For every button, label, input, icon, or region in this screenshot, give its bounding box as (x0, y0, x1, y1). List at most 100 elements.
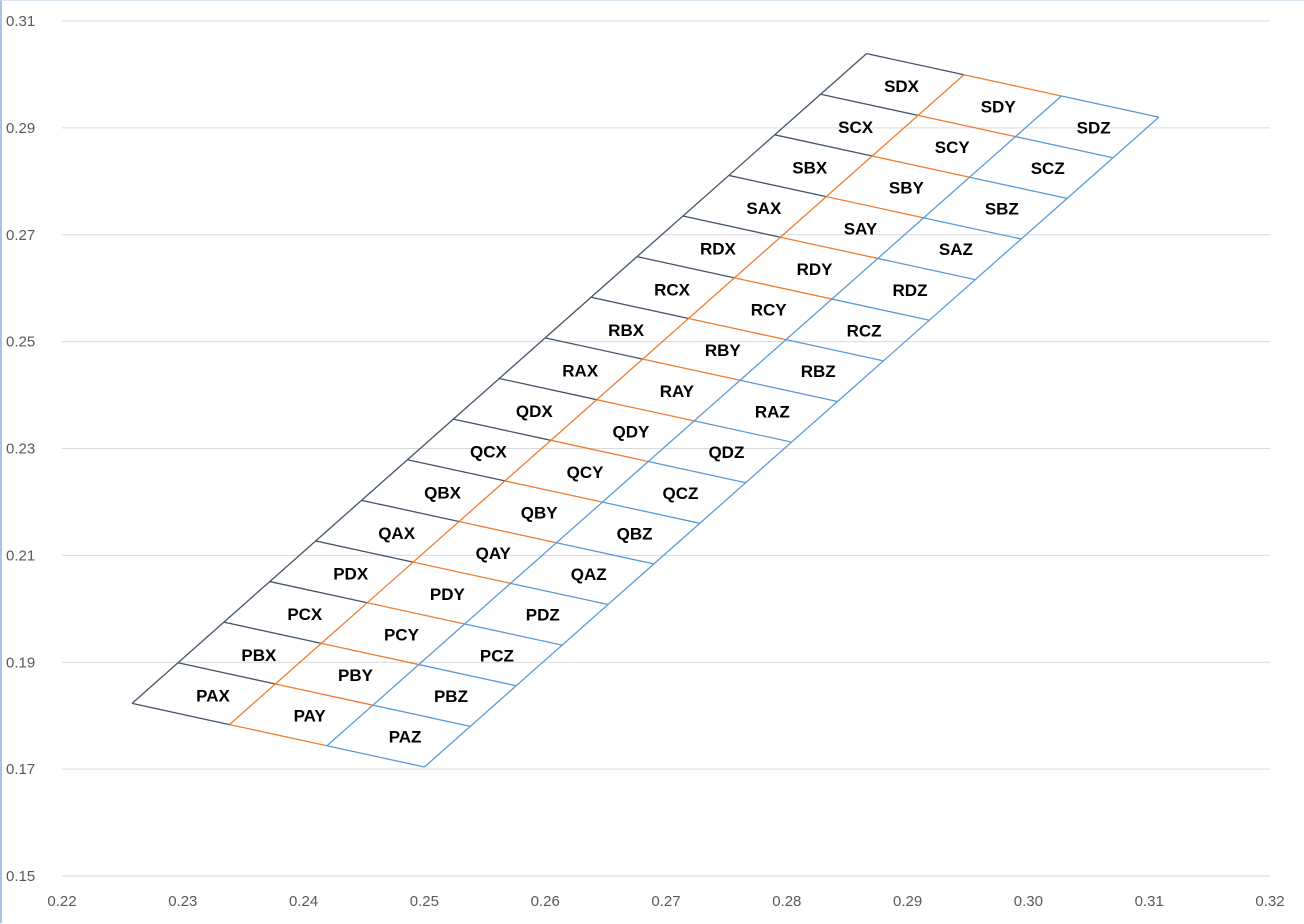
cell-label-qbz: QBZ (617, 524, 653, 543)
cell-label-rdx: RDX (700, 240, 737, 259)
row-boundary-line (269, 580, 368, 604)
cell-label-sdx: SDX (884, 77, 920, 96)
x-tick-label: 0.28 (772, 893, 801, 910)
row-boundary-line (785, 339, 884, 362)
row-boundary-line (774, 134, 873, 157)
row-boundary-line (361, 499, 460, 523)
cell-label-pdx: PDX (333, 565, 369, 584)
gridlines (62, 20, 1270, 877)
row-boundary-line (969, 176, 1068, 200)
cell-label-qaz: QAZ (571, 565, 607, 584)
row-boundary-line (499, 377, 597, 401)
cell-label-qbx: QBX (424, 483, 462, 502)
row-boundary-line (734, 277, 833, 300)
row-boundary-line (372, 704, 471, 728)
row-boundary-line (229, 723, 328, 747)
cell-label-paz: PAZ (389, 728, 422, 747)
cell-label-sbz: SBZ (985, 200, 1019, 219)
row-boundary-line (682, 215, 781, 238)
cell-label-ray: RAY (660, 382, 695, 401)
x-tick-label: 0.22 (47, 893, 76, 910)
row-boundary-line (596, 399, 695, 422)
cell-label-scx: SCX (838, 118, 874, 137)
row-boundary-line (877, 257, 976, 281)
cell-label-sby: SBY (889, 179, 925, 198)
row-boundary-line (963, 74, 1062, 97)
cell-label-qax: QAX (378, 524, 416, 543)
cell-label-rdz: RDZ (893, 281, 928, 300)
row-boundary-line (510, 582, 609, 606)
cell-label-pay: PAY (294, 707, 327, 726)
cell-label-rby: RBY (705, 341, 742, 360)
y-axis-ticks: 0.15 0.17 0.19 0.21 0.23 0.25 0.27 0.29 0.31 (6, 13, 35, 885)
row-boundary-line (504, 480, 603, 503)
cell-label-qcx: QCX (470, 443, 508, 462)
row-boundary-line (648, 460, 746, 484)
y-tick-label: 0.15 (6, 868, 35, 885)
cell-label-qdx: QDX (516, 402, 554, 421)
row-boundary-line (464, 623, 563, 646)
cell-label-sdy: SDY (981, 98, 1017, 117)
cell-labels: PAX PAY PAZ PBX PBY PBZ PCX PCY PCZ PDX PDY PDZ QAX Q… (196, 77, 1110, 746)
cell-grid-lines (131, 52, 1160, 768)
row-boundary-line (831, 298, 930, 321)
row-boundary-line (453, 418, 551, 441)
row-boundary-line (820, 93, 919, 117)
cell-label-sdz: SDZ (1077, 118, 1111, 137)
row-boundary-line (866, 52, 965, 76)
row-boundary-line (602, 501, 700, 524)
x-tick-label: 0.25 (410, 893, 439, 910)
cell-label-pdy: PDY (430, 585, 466, 604)
row-boundary-line (326, 745, 425, 768)
cell-label-rcy: RCY (751, 301, 788, 320)
x-tick-label: 0.30 (1014, 893, 1043, 910)
row-boundary-line (367, 602, 465, 625)
column-boundary-line (131, 53, 867, 704)
row-boundary-line (418, 663, 517, 687)
row-boundary-line (694, 420, 792, 443)
x-tick-label: 0.29 (893, 893, 922, 910)
row-boundary-line (556, 542, 655, 565)
cell-label-pby: PBY (338, 666, 374, 685)
y-tick-label: 0.31 (6, 13, 35, 30)
cell-label-pax: PAX (196, 686, 230, 705)
column-boundary-line (326, 95, 1062, 747)
row-boundary-line (321, 642, 419, 666)
cell-label-rbx: RBX (608, 321, 645, 340)
row-boundary-line (412, 561, 511, 584)
row-boundary-line (223, 621, 322, 645)
y-tick-label: 0.19 (6, 654, 35, 671)
cell-label-rcz: RCZ (847, 321, 882, 340)
cell-label-qay: QAY (476, 544, 512, 563)
cell-label-rdy: RDY (797, 260, 834, 279)
y-tick-label: 0.27 (6, 227, 35, 244)
cell-label-pcx: PCX (287, 605, 323, 624)
row-boundary-line (177, 662, 276, 685)
cell-label-rax: RAX (562, 361, 599, 380)
x-tick-label: 0.23 (168, 893, 197, 910)
row-boundary-line (1061, 95, 1160, 118)
row-boundary-line (826, 195, 924, 219)
cell-label-say: SAY (844, 219, 878, 238)
x-tick-label: 0.27 (651, 893, 680, 910)
cell-label-pbz: PBZ (434, 687, 468, 706)
cell-label-qdy: QDY (613, 422, 651, 441)
y-tick-label: 0.25 (6, 334, 35, 351)
cell-label-pcz: PCZ (480, 646, 514, 665)
cell-label-pbx: PBX (241, 646, 277, 665)
y-tick-label: 0.21 (6, 547, 35, 564)
row-boundary-line (315, 540, 414, 563)
cell-label-raz: RAZ (755, 403, 790, 422)
row-boundary-line (275, 683, 373, 706)
row-boundary-line (728, 174, 827, 198)
x-axis-ticks: 0.22 0.23 0.24 0.25 0.26 0.27 0.28 0.29 0.30 0.31… (47, 893, 1284, 910)
row-boundary-line (780, 236, 878, 260)
x-tick-label: 0.24 (289, 893, 318, 910)
row-boundary-line (636, 256, 735, 279)
cell-label-sbx: SBX (792, 158, 828, 177)
cell-label-sax: SAX (746, 199, 782, 218)
x-tick-label: 0.26 (531, 893, 560, 910)
row-boundary-line (458, 520, 557, 544)
cell-label-qcy: QCY (567, 463, 605, 482)
